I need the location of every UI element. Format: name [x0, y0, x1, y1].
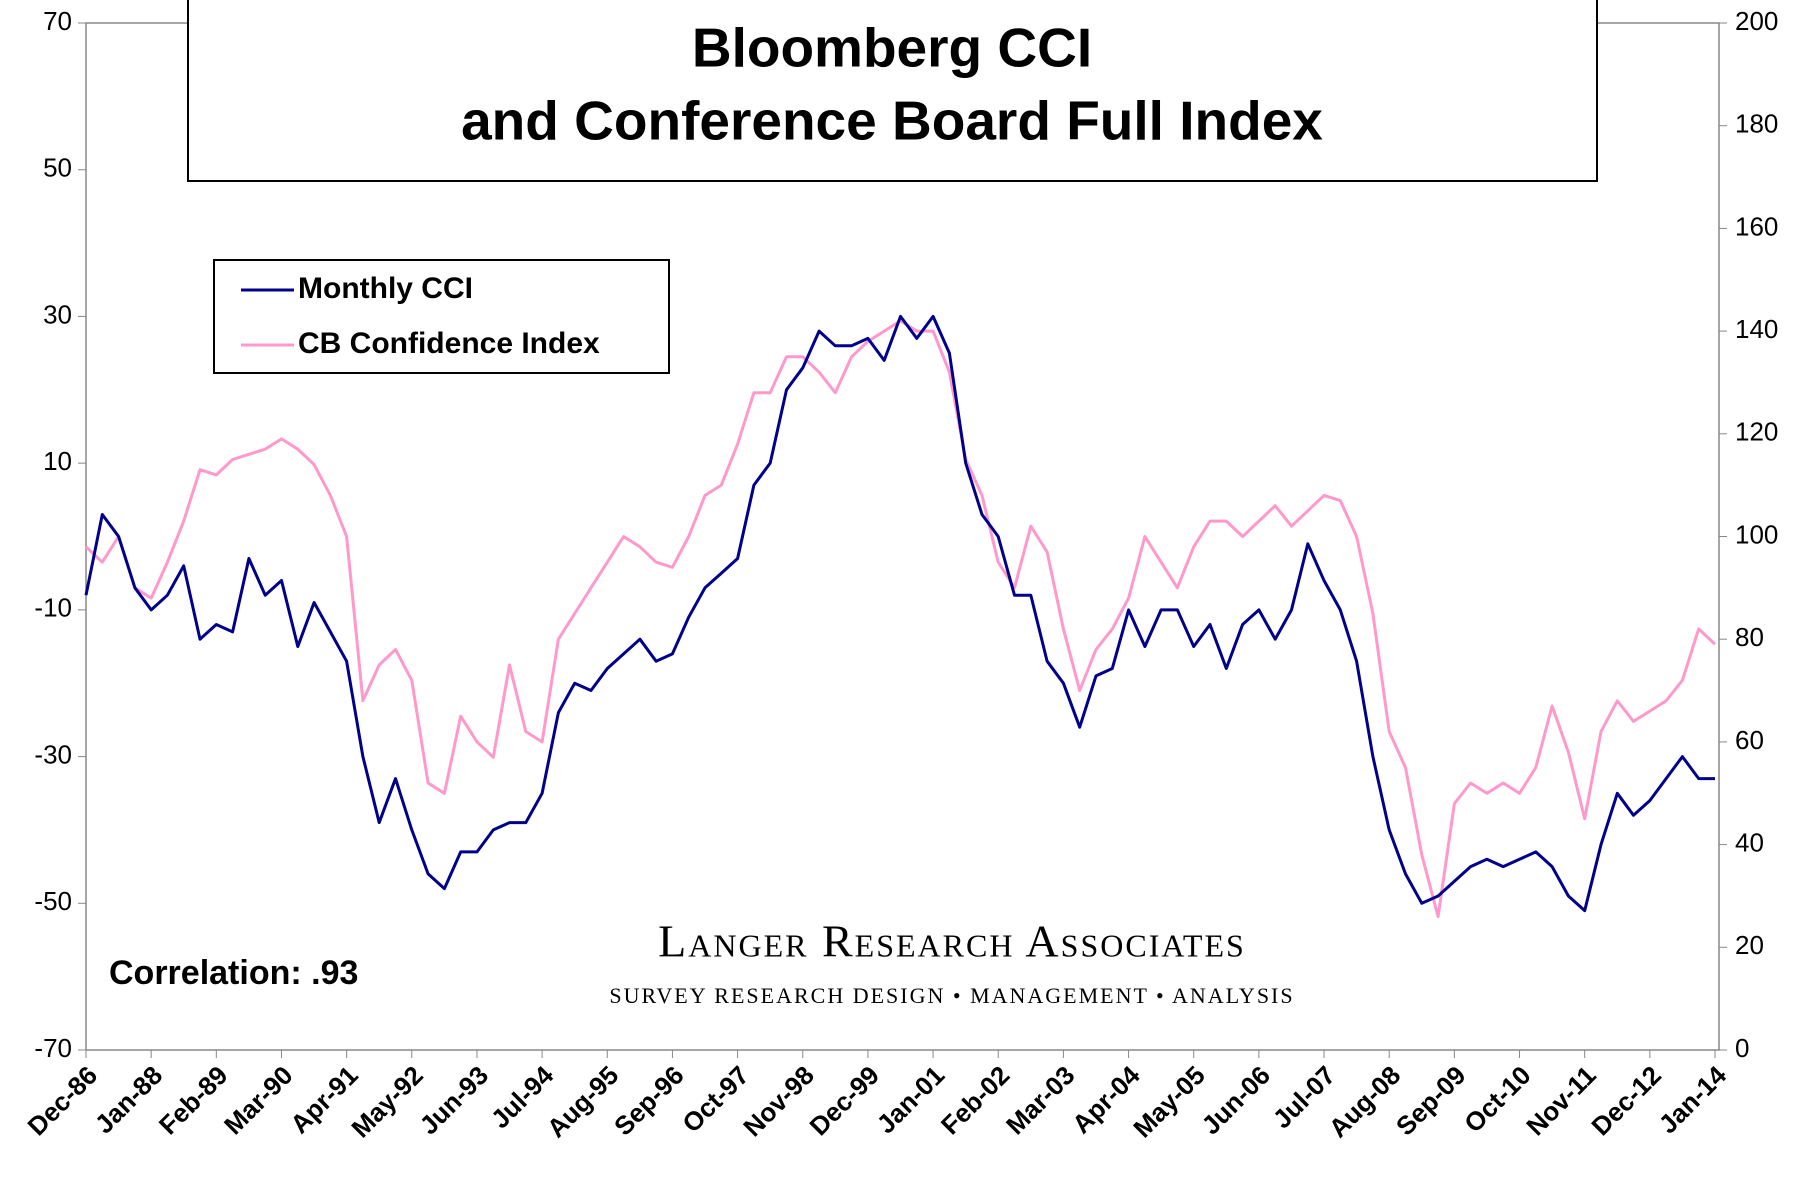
chart-title: and Conference Board Full Index — [461, 90, 1323, 152]
y-tick-label: -30 — [34, 739, 72, 769]
series-line — [84, 319, 1717, 918]
logo: Langer Research Associates — [658, 916, 1246, 967]
y-tick-label: 10 — [43, 446, 72, 476]
y2-tick-label: 40 — [1735, 827, 1764, 857]
annotation: Correlation: .93 — [109, 954, 358, 992]
logo-subtitle: SURVEY RESEARCH DESIGN • MANAGEMENT • AN… — [609, 983, 1294, 1008]
title-box — [187, 0, 1598, 182]
y2-tick-label: 80 — [1735, 622, 1764, 652]
y2-tick-label: 120 — [1735, 417, 1778, 447]
y2-tick-label: 140 — [1735, 314, 1778, 344]
y2-tick-label: 20 — [1735, 930, 1764, 960]
y-tick-label: -10 — [34, 593, 72, 623]
y-tick-label: 70 — [43, 6, 72, 36]
y2-tick-label: 100 — [1735, 519, 1778, 549]
y2-tick-label: 200 — [1735, 6, 1778, 36]
legend-label: CB Confidence Index — [298, 327, 600, 360]
legend-box — [213, 259, 670, 374]
y-tick-label: 30 — [43, 299, 72, 329]
series-line — [84, 314, 1715, 913]
y2-tick-label: 60 — [1735, 725, 1764, 755]
y2-tick-label: 0 — [1735, 1033, 1749, 1063]
chart-title: Bloomberg CCI — [692, 17, 1092, 79]
y2-tick-label: 180 — [1735, 109, 1778, 139]
y-tick-label: -50 — [34, 886, 72, 916]
y-tick-label: -70 — [34, 1033, 72, 1063]
y-tick-label: 50 — [43, 153, 72, 183]
legend-label: Monthly CCI — [298, 272, 473, 305]
y2-tick-label: 160 — [1735, 211, 1778, 241]
